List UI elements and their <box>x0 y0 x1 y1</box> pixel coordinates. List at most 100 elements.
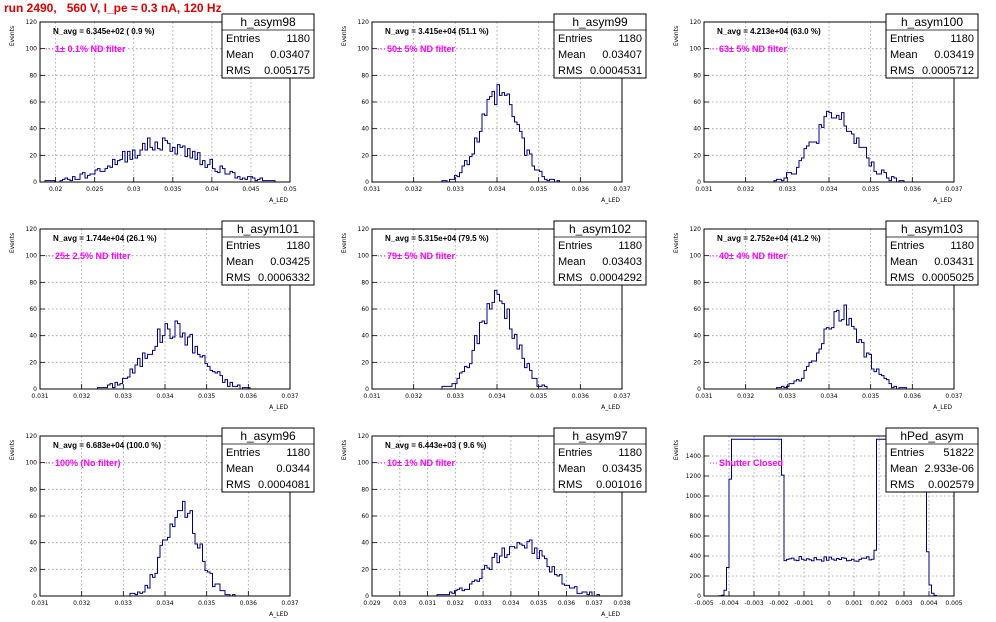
stats-key: Mean <box>226 463 254 475</box>
x-tick-label: 0.002 <box>870 600 887 607</box>
y-tick-label: 40 <box>29 126 37 133</box>
stats-value: 0.03407 <box>602 49 642 61</box>
y-tick-label: 40 <box>29 333 37 340</box>
stats-value: 0.03419 <box>934 49 974 61</box>
y-axis-title: Events <box>341 26 348 46</box>
y-tick-label: 40 <box>29 540 37 547</box>
x-tick-label: 0.031 <box>695 393 712 400</box>
x-tick-label: 0.036 <box>558 600 575 607</box>
stats-key: RMS <box>558 479 582 491</box>
x-tick-label: 0.032 <box>73 393 90 400</box>
histogram-pad-h_asym103: 0.031 0.032 0.033 0.034 0.035 0.036 0.037 0 20 40… <box>673 220 979 411</box>
x-tick-label: 0.037 <box>281 600 298 607</box>
stats-box <box>885 427 979 493</box>
x-tick-label: 0.034 <box>820 186 837 193</box>
y-tick-label: 60 <box>693 306 701 313</box>
x-tick-label: 0.036 <box>572 186 589 193</box>
y-tick-label: 20 <box>29 152 37 159</box>
y-tick-label: 20 <box>29 566 37 573</box>
x-tick-label: 0 <box>827 600 831 607</box>
stats-value: 0.03435 <box>602 463 642 475</box>
navg-label: N_avg = 1.744e+04 (26.1 %) <box>53 234 157 243</box>
x-tick-label: 0.032 <box>447 600 464 607</box>
y-tick-label: 20 <box>693 359 701 366</box>
y-tick-label: 60 <box>361 513 369 520</box>
x-axis-title: A_LED <box>269 404 288 411</box>
stats-key: RMS <box>226 272 250 284</box>
stats-box <box>553 13 647 79</box>
y-tick-label: 100 <box>26 253 38 260</box>
navg-label: N_avg = 3.415e+04 (51.1 %) <box>385 27 489 36</box>
stats-value: 1180 <box>286 447 310 459</box>
y-tick-label: 0 <box>33 386 37 393</box>
filter-label: Shutter Closed <box>719 458 783 468</box>
x-tick-label: 0.037 <box>586 600 603 607</box>
x-tick-label: 0.02 <box>49 186 63 193</box>
histogram-pad-h_asym100: 0.031 0.032 0.033 0.034 0.035 0.036 0.037 0 20 40… <box>673 13 979 204</box>
stats-box <box>221 13 315 79</box>
y-tick-label: 60 <box>29 513 37 520</box>
x-tick-label: 0.036 <box>572 393 589 400</box>
histogram-pad-h_asym101: 0.031 0.032 0.033 0.034 0.035 0.036 0.037 0 20 40… <box>9 220 315 411</box>
y-axis-title: Events <box>9 26 16 46</box>
y-tick-label: 0 <box>33 179 37 186</box>
x-tick-label: 0.003 <box>895 600 912 607</box>
stats-value: 51822 <box>943 447 974 459</box>
stats-key: RMS <box>890 65 914 77</box>
x-tick-label: 0.035 <box>198 393 215 400</box>
stats-key: Entries <box>226 240 261 252</box>
histogram-pad-hPed_asym: -0.005 -0.004 -0.003 -0.002 -0.001 0 0.001 0.00… <box>673 427 979 607</box>
stats-value: 0.002579 <box>928 479 974 491</box>
y-tick-label: 40 <box>361 126 369 133</box>
stats-value: 0.0004292 <box>590 272 642 284</box>
y-tick-label: 120 <box>26 19 38 26</box>
stats-key: Mean <box>226 49 254 61</box>
x-tick-label: 0.029 <box>363 600 380 607</box>
stats-value: 0.0006332 <box>258 272 310 284</box>
y-tick-label: 60 <box>693 99 701 106</box>
x-axis-title: A_LED <box>269 611 288 618</box>
histogram-pad-h_asym96: 0.031 0.032 0.033 0.034 0.035 0.036 0.037 0 20 40… <box>9 427 315 618</box>
stats-value: 0.03403 <box>602 256 642 268</box>
y-tick-label: 1400 <box>686 453 701 460</box>
x-axis-title: A_LED <box>601 197 620 204</box>
stats-key: RMS <box>890 272 914 284</box>
x-tick-label: 0.03 <box>393 600 407 607</box>
y-tick-label: 400 <box>690 553 702 560</box>
x-tick-label: 0.031 <box>31 600 48 607</box>
y-tick-label: 80 <box>29 279 37 286</box>
y-tick-label: 80 <box>693 279 701 286</box>
stats-value: 1180 <box>950 33 974 45</box>
x-tick-label: 0.033 <box>779 186 796 193</box>
stats-key: Mean <box>558 463 586 475</box>
x-tick-label: 0.032 <box>405 393 422 400</box>
stats-value: 0.03431 <box>934 256 974 268</box>
stats-value: 0.03407 <box>270 49 310 61</box>
stats-key: Entries <box>226 33 261 45</box>
filter-label: 10± 1% ND filter <box>387 458 455 468</box>
x-tick-label: 0.037 <box>613 186 630 193</box>
stats-box <box>553 427 647 493</box>
y-tick-label: 1000 <box>686 493 701 500</box>
x-tick-label: 0.031 <box>419 600 436 607</box>
x-tick-label: 0.031 <box>363 186 380 193</box>
x-tick-label: -0.004 <box>719 600 739 607</box>
y-tick-label: 120 <box>690 19 702 26</box>
stats-key: Mean <box>890 463 918 475</box>
stats-value: 0.0005025 <box>922 272 974 284</box>
histogram-pad-h_asym102: 0.031 0.032 0.033 0.034 0.035 0.036 0.037 0 20 40… <box>341 220 647 411</box>
stats-box <box>553 220 647 286</box>
x-tick-label: 0.035 <box>530 393 547 400</box>
x-tick-label: 0.03 <box>127 186 141 193</box>
y-tick-label: 20 <box>361 152 369 159</box>
navg-label: N_avg = 6.345e+02 ( 0.9 %) <box>53 27 155 36</box>
histogram-line <box>40 320 290 390</box>
stats-value: 0.03425 <box>270 256 310 268</box>
x-tick-label: 0.05 <box>283 186 297 193</box>
histogram-pad-h_asym99: 0.031 0.032 0.033 0.034 0.035 0.036 0.037 0 20 40… <box>341 13 647 204</box>
y-tick-label: 0 <box>697 593 701 600</box>
y-tick-label: 80 <box>693 72 701 79</box>
x-tick-label: 0.032 <box>737 186 754 193</box>
stats-key: Entries <box>558 33 593 45</box>
